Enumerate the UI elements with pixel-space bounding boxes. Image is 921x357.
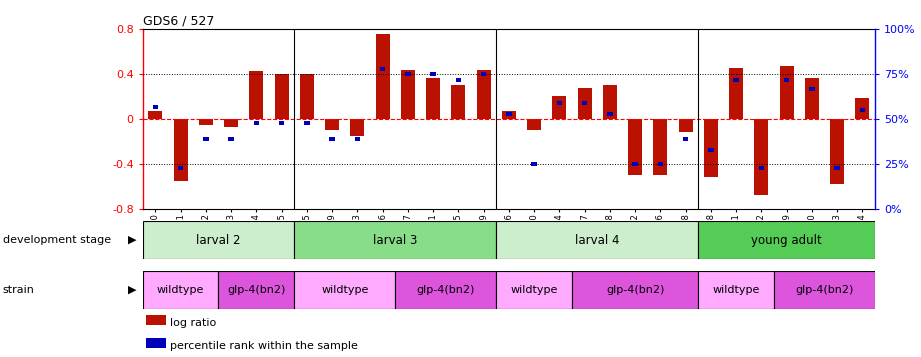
Text: ▶: ▶ (128, 235, 136, 245)
Bar (729, 68, 743, 119)
Bar (178, 166, 183, 170)
Text: wildtype: wildtype (321, 285, 368, 295)
Text: glp-4(bn2): glp-4(bn2) (606, 285, 664, 295)
Bar (698, 221, 875, 259)
Bar (148, 111, 162, 119)
Text: ▶: ▶ (128, 285, 136, 295)
Text: wildtype: wildtype (510, 285, 558, 295)
Bar (204, 137, 209, 141)
Bar (556, 101, 562, 105)
Bar (502, 111, 516, 119)
Bar (754, 119, 768, 195)
Bar (774, 271, 875, 309)
Bar (809, 87, 814, 91)
Bar (859, 108, 865, 112)
Bar (395, 271, 496, 309)
Bar (253, 121, 259, 125)
Bar (325, 119, 339, 130)
Text: development stage: development stage (3, 235, 111, 245)
Bar (218, 271, 294, 309)
Bar (708, 148, 714, 152)
Text: percentile rank within the sample: percentile rank within the sample (170, 341, 358, 351)
Bar (174, 119, 188, 181)
Text: log ratio: log ratio (170, 318, 216, 328)
Bar (481, 72, 486, 76)
Bar (228, 137, 234, 141)
Bar (628, 119, 642, 175)
Bar (405, 72, 411, 76)
Bar (496, 271, 572, 309)
Text: strain: strain (3, 285, 35, 295)
Bar (426, 78, 440, 119)
Text: larval 2: larval 2 (196, 233, 240, 247)
Text: wildtype: wildtype (713, 285, 760, 295)
Bar (304, 121, 309, 125)
Text: GDS6 / 527: GDS6 / 527 (143, 14, 214, 27)
Bar (350, 119, 365, 136)
Bar (376, 34, 390, 119)
Bar (250, 71, 263, 119)
Bar (553, 96, 566, 119)
Bar (805, 78, 819, 119)
Bar (679, 119, 693, 132)
Text: glp-4(bn2): glp-4(bn2) (416, 285, 475, 295)
Bar (633, 162, 638, 166)
Text: larval 3: larval 3 (373, 233, 417, 247)
Bar (330, 137, 335, 141)
Bar (274, 74, 288, 119)
Bar (294, 221, 496, 259)
Text: larval 4: larval 4 (575, 233, 620, 247)
Bar (759, 166, 764, 170)
Bar (401, 70, 414, 119)
Text: young adult: young adult (752, 233, 822, 247)
Bar (143, 271, 218, 309)
Bar (856, 99, 869, 119)
Bar (506, 112, 512, 116)
Bar (784, 79, 789, 82)
Bar (527, 119, 541, 130)
Bar (456, 79, 461, 82)
Bar (607, 112, 612, 116)
Bar (430, 72, 436, 76)
Bar (577, 88, 591, 119)
Bar (279, 121, 285, 125)
Bar (451, 85, 465, 119)
Bar (300, 74, 314, 119)
Bar (830, 119, 844, 184)
Bar (496, 221, 698, 259)
Bar (224, 119, 238, 127)
Bar (355, 137, 360, 141)
Bar (199, 119, 213, 125)
Bar (143, 221, 294, 259)
Bar (531, 162, 537, 166)
Bar (733, 79, 739, 82)
Bar (153, 105, 158, 109)
Bar (682, 137, 688, 141)
Text: glp-4(bn2): glp-4(bn2) (795, 285, 854, 295)
Bar (582, 101, 588, 105)
Bar (698, 271, 774, 309)
Bar (658, 162, 663, 166)
Bar (780, 66, 794, 119)
Bar (477, 70, 491, 119)
Text: glp-4(bn2): glp-4(bn2) (227, 285, 286, 295)
Bar (294, 271, 395, 309)
Bar (379, 67, 385, 71)
Bar (572, 271, 698, 309)
Text: wildtype: wildtype (157, 285, 204, 295)
Bar (704, 119, 717, 177)
Bar (653, 119, 668, 175)
Bar (603, 85, 617, 119)
Bar (834, 166, 840, 170)
